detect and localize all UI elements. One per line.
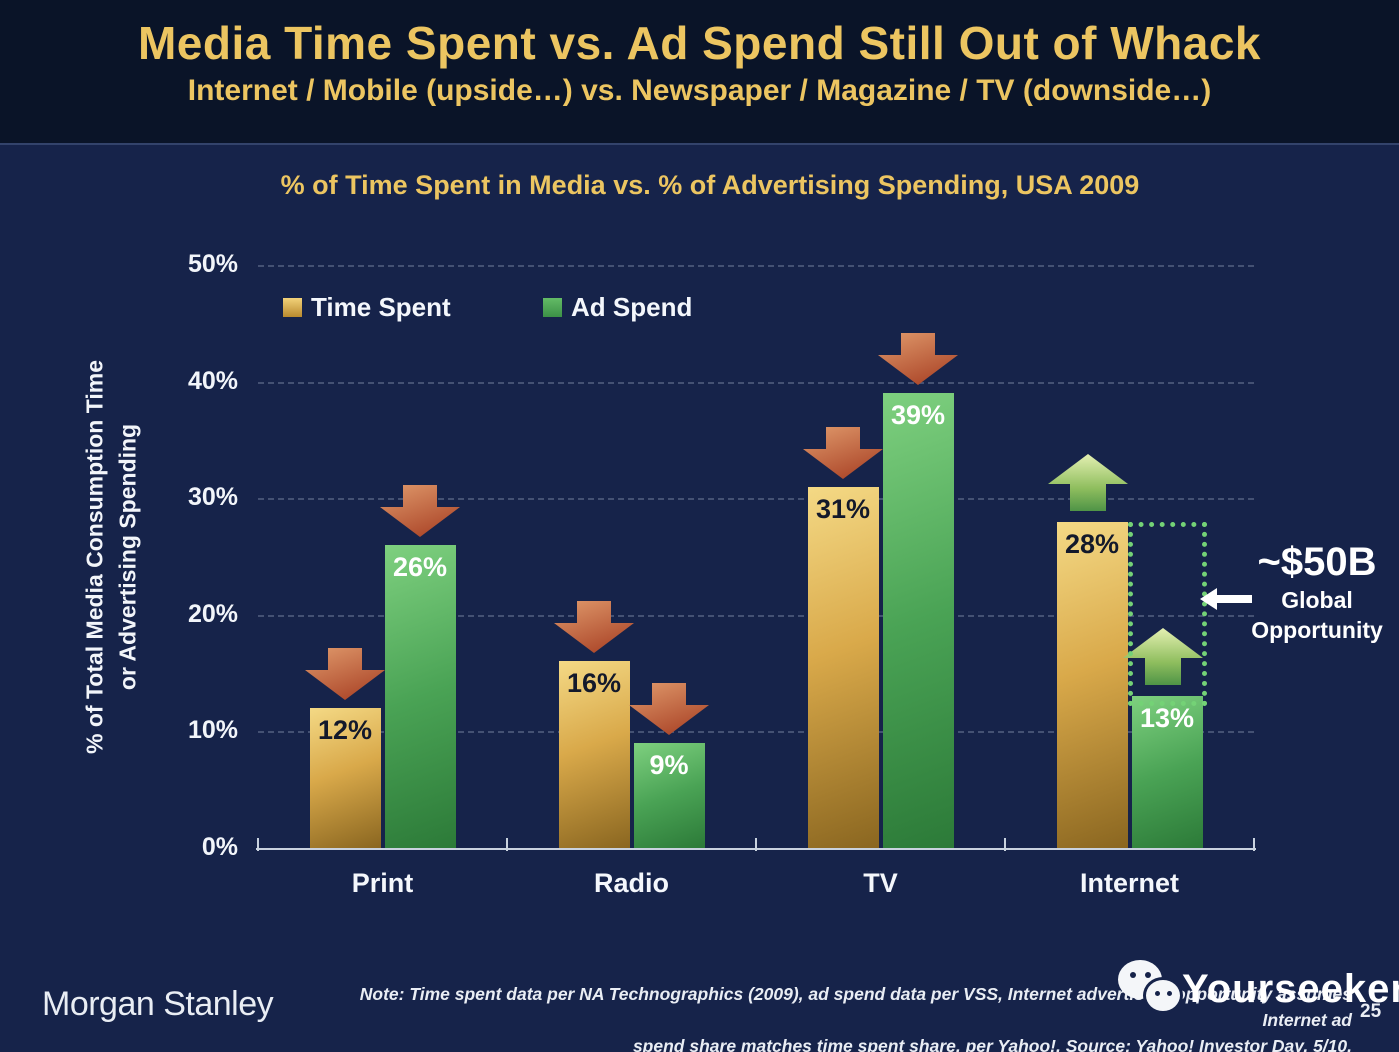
bar-tv-ad-spend xyxy=(882,393,954,848)
y-tick-label: 50% xyxy=(187,250,238,278)
y-tick-label: 10% xyxy=(187,716,238,745)
x-axis-tick xyxy=(1253,838,1255,851)
bar-value-label: 16% xyxy=(566,668,622,699)
header-band: Media Time Spent vs. Ad Spend Still Out … xyxy=(0,0,1399,145)
up-arrow-icon xyxy=(1048,453,1128,516)
legend-label-time-spent: Time Spent xyxy=(311,291,451,322)
down-arrow-icon xyxy=(554,601,634,658)
wechat-icon xyxy=(1112,958,1182,1020)
bar-value-label: 26% xyxy=(392,551,448,582)
bar-radio-ad-spend xyxy=(633,743,705,848)
source-note: Note: Time spent data per NA Technograph… xyxy=(320,981,1352,1052)
down-arrow-icon xyxy=(380,484,460,542)
bar-tv-time-spent xyxy=(807,486,879,848)
down-arrow-icon xyxy=(803,426,883,484)
category-label-internet: Internet xyxy=(1079,868,1179,898)
y-axis-title-line2: or Advertising Spending xyxy=(114,423,141,691)
ad-spend-swatch-icon xyxy=(543,297,562,317)
category-label-radio: Radio xyxy=(593,868,669,898)
down-arrow-icon xyxy=(878,333,958,390)
bar-value-label: 9% xyxy=(649,750,689,781)
y-tick-label: 20% xyxy=(187,599,238,628)
slide-subtitle: Internet / Mobile (upside…) vs. Newspape… xyxy=(187,74,1212,107)
gridline-50 xyxy=(258,265,1254,267)
plot-area: 0% 10% 20% 30% 40% 50% Print Radio TV Internet 12%… xyxy=(188,250,1256,898)
opportunity-dotted-box xyxy=(1127,521,1207,707)
gridline-20 xyxy=(258,614,1254,617)
bar-radio-time-spent xyxy=(558,661,630,848)
y-axis-title: % of Total Media Consumption Time or Adv… xyxy=(79,250,153,865)
bar-internet-ad-spend xyxy=(1131,696,1203,848)
bar-value-label: 12% xyxy=(317,715,373,746)
gridline-40 xyxy=(258,381,1254,384)
legend-label-ad-spend: Ad Spend xyxy=(571,291,693,322)
morgan-stanley-logo: Morgan Stanley xyxy=(42,985,274,1023)
opportunity-label-line2: Opportunity xyxy=(1251,617,1383,643)
legend-item-ad-spend: Ad Spend xyxy=(543,291,693,322)
y-tick-label: 0% xyxy=(201,833,238,861)
legend-item-time-spent: Time Spent xyxy=(283,291,451,322)
category-label-tv: TV xyxy=(863,868,898,898)
y-tick-label: 30% xyxy=(187,483,238,512)
bar-internet-time-spent xyxy=(1056,521,1128,848)
bar-print-time-spent xyxy=(309,708,381,848)
time-spent-swatch-icon xyxy=(283,297,302,317)
bar-value-label: 13% xyxy=(1139,703,1195,734)
category-label-print: Print xyxy=(351,868,414,898)
watermark-text: Yourseeker xyxy=(1182,966,1399,1011)
gridline-30 xyxy=(258,498,1254,501)
x-axis-tick xyxy=(257,838,259,851)
watermark: Yourseeker xyxy=(1112,958,1399,1020)
opportunity-label-line1: Global xyxy=(1281,587,1353,613)
y-axis-title-line1: % of Total Media Consumption Time xyxy=(81,360,108,754)
x-axis-tick xyxy=(506,838,508,851)
down-arrow-icon xyxy=(305,648,385,705)
gridline-10 xyxy=(258,731,1254,734)
slide-title: Media Time Spent vs. Ad Spend Still Out … xyxy=(137,17,1262,69)
source-note-line1: Note: Time spent data per NA Technograph… xyxy=(359,984,1352,1030)
x-axis-tick xyxy=(755,838,757,851)
x-axis-tick xyxy=(1004,838,1006,851)
left-arrow-icon xyxy=(1200,588,1252,610)
chart-title: % of Time Spent in Media vs. % of Advert… xyxy=(280,170,1140,200)
down-arrow-icon xyxy=(629,683,709,740)
opportunity-annotation: ~$50B Global Opportunity xyxy=(1238,540,1396,645)
bar-value-label: 39% xyxy=(890,400,946,431)
opportunity-value: ~$50B xyxy=(1257,540,1377,584)
source-note-line2: spend share matches time spent share, pe… xyxy=(632,1036,1352,1052)
bar-print-ad-spend xyxy=(384,544,456,848)
bar-value-label: 28% xyxy=(1064,528,1120,559)
y-tick-label: 40% xyxy=(187,366,238,395)
up-arrow-icon xyxy=(1123,628,1203,690)
page-number: 25 xyxy=(1360,1001,1382,1022)
bar-value-label: 31% xyxy=(815,493,871,524)
